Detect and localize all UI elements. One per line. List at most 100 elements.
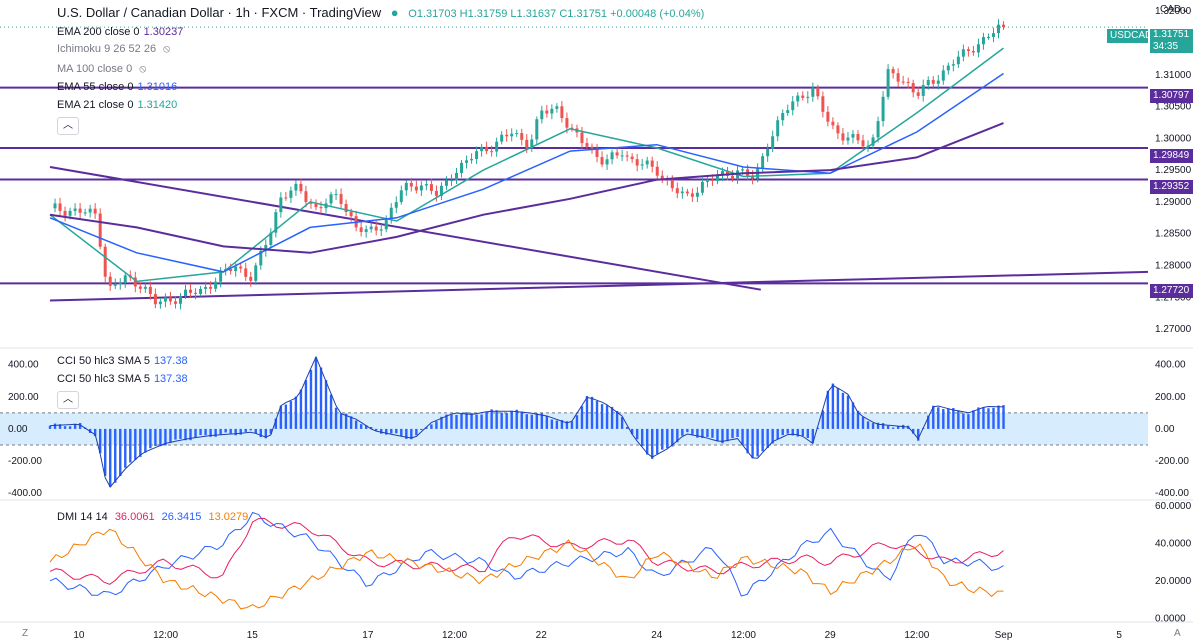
cci-bar: [119, 428, 122, 477]
candle-body: [911, 83, 915, 93]
cci-bar: [405, 428, 408, 439]
cci-bar: [109, 428, 112, 487]
eye-hidden-icon[interactable]: ⦸: [139, 63, 147, 75]
currency-selector[interactable]: CAD⌄: [1160, 4, 1190, 15]
cci-bar: [640, 428, 644, 447]
auto-scale-button[interactable]: A: [1174, 628, 1181, 639]
dmi-axis-tick: 20.0000: [1155, 576, 1192, 587]
cci-bar: [982, 407, 985, 429]
legend-value-adx: 13.0279: [208, 511, 249, 523]
candle-body: [209, 286, 213, 289]
candle-body: [480, 146, 484, 152]
time-axis-tick: 12:00: [904, 630, 929, 641]
cci-bar: [264, 428, 267, 439]
legend-ema21[interactable]: EMA 21 close 0 1.31420: [57, 98, 177, 113]
candle-body: [966, 49, 970, 52]
cci-bar: [490, 409, 493, 429]
candle-body: [530, 139, 534, 149]
cci-bar: [600, 404, 604, 429]
cci-axis-tick: 400.00: [1155, 360, 1186, 371]
legend-label: Ichimoku 9 26 52 26: [57, 43, 157, 55]
legend-label: DMI 14 14: [57, 511, 108, 523]
legend-ma100[interactable]: MA 100 close 0 ⦸: [57, 62, 146, 77]
cci-bar: [972, 410, 975, 429]
legend-cci-a[interactable]: CCI 50 hlc3 SMA 5 137.38: [57, 354, 188, 369]
candle-body: [475, 151, 479, 160]
candle-body: [204, 286, 208, 289]
candle-body: [414, 186, 418, 191]
candle-body: [359, 227, 363, 232]
cci-bar: [104, 428, 107, 476]
cci-bar: [535, 413, 539, 429]
time-axis-tick: 29: [825, 630, 837, 641]
zoom-button[interactable]: Z: [22, 628, 29, 639]
legend-value: 1.31420: [137, 99, 178, 111]
symbol-tag: USDCAD: [1107, 29, 1152, 43]
dmi-axis-tick: 40.0000: [1155, 538, 1192, 549]
collapse-legend-button[interactable]: ︿: [57, 117, 79, 135]
cci-bar: [445, 414, 448, 429]
candle-body: [234, 266, 238, 272]
candle-body: [881, 96, 885, 122]
legend-label: MA 100 close 0: [57, 63, 133, 75]
candle-body: [429, 184, 433, 191]
symbol-title: U.S. Dollar / Canadian Dollar · 1h · FXC…: [57, 5, 382, 20]
cci-bar: [876, 422, 880, 429]
cci-bar: [515, 409, 518, 429]
cci-bar: [610, 406, 614, 429]
candle-body: [645, 160, 649, 165]
cci-bar: [440, 416, 443, 429]
cci-bar: [917, 428, 920, 441]
candle-body: [78, 208, 82, 213]
candle-body: [670, 179, 674, 189]
candle-body: [505, 134, 509, 137]
cci-bar: [635, 428, 639, 440]
collapse-cci-legend-button[interactable]: ︿: [57, 391, 79, 409]
cci-bar: [615, 411, 619, 429]
time-axis-tick: 22: [536, 630, 548, 641]
candle-body: [339, 194, 343, 204]
candle-body: [189, 289, 193, 293]
cci-bar: [48, 425, 52, 429]
time-axis-tick: 12:00: [153, 630, 178, 641]
candle-body: [143, 286, 147, 289]
cci-bar: [927, 415, 930, 429]
candle-body: [314, 203, 318, 208]
cci-axis-tick-left: 0.00: [8, 424, 28, 435]
legend-ema200[interactable]: EMA 200 close 0 1.30237: [57, 25, 183, 40]
cci-bar: [585, 396, 589, 429]
price-axis-tick: 1.30500: [1155, 102, 1192, 113]
candle-body: [826, 111, 830, 122]
candle-body: [605, 159, 609, 165]
candle-body: [219, 270, 223, 282]
cci-bar: [184, 428, 187, 441]
legend-cci-b[interactable]: CCI 50 hlc3 SMA 5 137.38: [57, 372, 188, 387]
cci-bar: [359, 424, 363, 429]
cci-bar: [420, 428, 423, 430]
price-axis-tick: 1.29500: [1155, 165, 1192, 176]
candle-body: [98, 213, 102, 247]
cci-bar: [395, 428, 398, 434]
candle-body: [841, 133, 845, 141]
cci-bar: [390, 428, 393, 434]
candle-body: [269, 232, 273, 245]
cci-bar: [294, 396, 298, 429]
cci-bar: [811, 428, 815, 443]
candle-body: [259, 250, 263, 266]
cci-bar: [997, 405, 1000, 429]
candle-body: [655, 166, 659, 176]
cci-bar: [681, 428, 684, 436]
cci-bar: [771, 428, 774, 444]
candle-body: [465, 160, 469, 163]
legend-ema55[interactable]: EMA 55 close 0 1.31016: [57, 80, 177, 95]
cci-bar: [354, 420, 358, 429]
candle-body: [374, 226, 378, 231]
cci-bar: [861, 416, 865, 429]
legend-ichimoku[interactable]: Ichimoku 9 26 52 26 ⦸: [57, 42, 170, 57]
eye-hidden-icon[interactable]: ⦸: [163, 43, 171, 55]
plus-di-line: [49, 517, 1004, 585]
candle-body: [68, 210, 72, 216]
candle-body: [956, 56, 960, 65]
legend-dmi[interactable]: DMI 14 14 36.0061 26.3415 13.0279: [57, 510, 248, 525]
